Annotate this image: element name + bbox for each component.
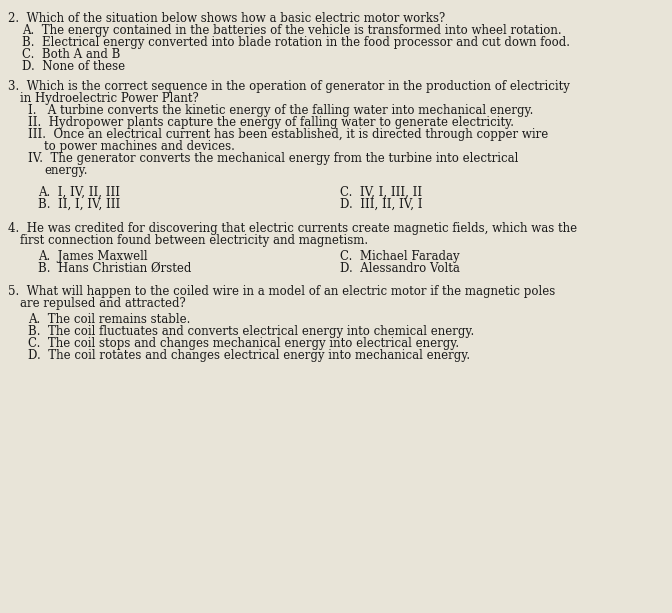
Text: B.  Electrical energy converted into blade rotation in the food processor and cu: B. Electrical energy converted into blad…	[22, 36, 570, 49]
Text: A.  James Maxwell: A. James Maxwell	[38, 250, 148, 263]
Text: I.   A turbine converts the kinetic energy of the falling water into mechanical : I. A turbine converts the kinetic energy…	[28, 104, 534, 117]
Text: D.  The coil rotates and changes electrical energy into mechanical energy.: D. The coil rotates and changes electric…	[28, 349, 470, 362]
Text: B.  II, I, IV, III: B. II, I, IV, III	[38, 198, 120, 211]
Text: C.  Michael Faraday: C. Michael Faraday	[340, 250, 460, 263]
Text: 3.  Which is the correct sequence in the operation of generator in the productio: 3. Which is the correct sequence in the …	[8, 80, 570, 93]
Text: are repulsed and attracted?: are repulsed and attracted?	[20, 297, 185, 310]
Text: A.  I, IV, II, III: A. I, IV, II, III	[38, 186, 120, 199]
Text: energy.: energy.	[44, 164, 87, 177]
Text: C.  The coil stops and changes mechanical energy into electrical energy.: C. The coil stops and changes mechanical…	[28, 337, 459, 350]
Text: 5.  What will happen to the coiled wire in a model of an electric motor if the m: 5. What will happen to the coiled wire i…	[8, 285, 555, 298]
Text: D.  III, II, IV, I: D. III, II, IV, I	[340, 198, 423, 211]
Text: D.  Alessandro Volta: D. Alessandro Volta	[340, 262, 460, 275]
Text: B.  Hans Christian Ørsted: B. Hans Christian Ørsted	[38, 262, 192, 275]
Text: 2.  Which of the situation below shows how a basic electric motor works?: 2. Which of the situation below shows ho…	[8, 12, 446, 25]
Text: D.  None of these: D. None of these	[22, 60, 125, 73]
Text: B.  The coil fluctuates and converts electrical energy into chemical energy.: B. The coil fluctuates and converts elec…	[28, 325, 474, 338]
Text: II.  Hydropower plants capture the energy of falling water to generate electrici: II. Hydropower plants capture the energy…	[28, 116, 514, 129]
Text: C.  Both A and B: C. Both A and B	[22, 48, 120, 61]
Text: C.  IV, I, III, II: C. IV, I, III, II	[340, 186, 422, 199]
Text: A.  The coil remains stable.: A. The coil remains stable.	[28, 313, 190, 326]
Text: A.  The energy contained in the batteries of the vehicle is transformed into whe: A. The energy contained in the batteries…	[22, 24, 562, 37]
Text: to power machines and devices.: to power machines and devices.	[44, 140, 235, 153]
Text: IV.  The generator converts the mechanical energy from the turbine into electric: IV. The generator converts the mechanica…	[28, 152, 518, 165]
Text: in Hydroelectric Power Plant?: in Hydroelectric Power Plant?	[20, 92, 199, 105]
Text: III.  Once an electrical current has been established, it is directed through co: III. Once an electrical current has been…	[28, 128, 548, 141]
Text: 4.  He was credited for discovering that electric currents create magnetic field: 4. He was credited for discovering that …	[8, 222, 577, 235]
Text: first connection found between electricity and magnetism.: first connection found between electrici…	[20, 234, 368, 247]
